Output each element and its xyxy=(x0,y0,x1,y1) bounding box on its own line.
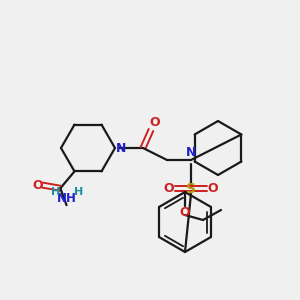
Text: H: H xyxy=(51,187,60,197)
Text: N: N xyxy=(116,142,126,154)
Text: O: O xyxy=(208,182,218,194)
Text: O: O xyxy=(150,116,160,130)
Text: H: H xyxy=(74,187,83,197)
Text: S: S xyxy=(186,182,196,196)
Text: O: O xyxy=(32,178,43,192)
Text: N: N xyxy=(186,146,196,160)
Text: O: O xyxy=(164,182,174,194)
Text: O: O xyxy=(180,206,190,218)
Text: NH: NH xyxy=(57,192,76,205)
